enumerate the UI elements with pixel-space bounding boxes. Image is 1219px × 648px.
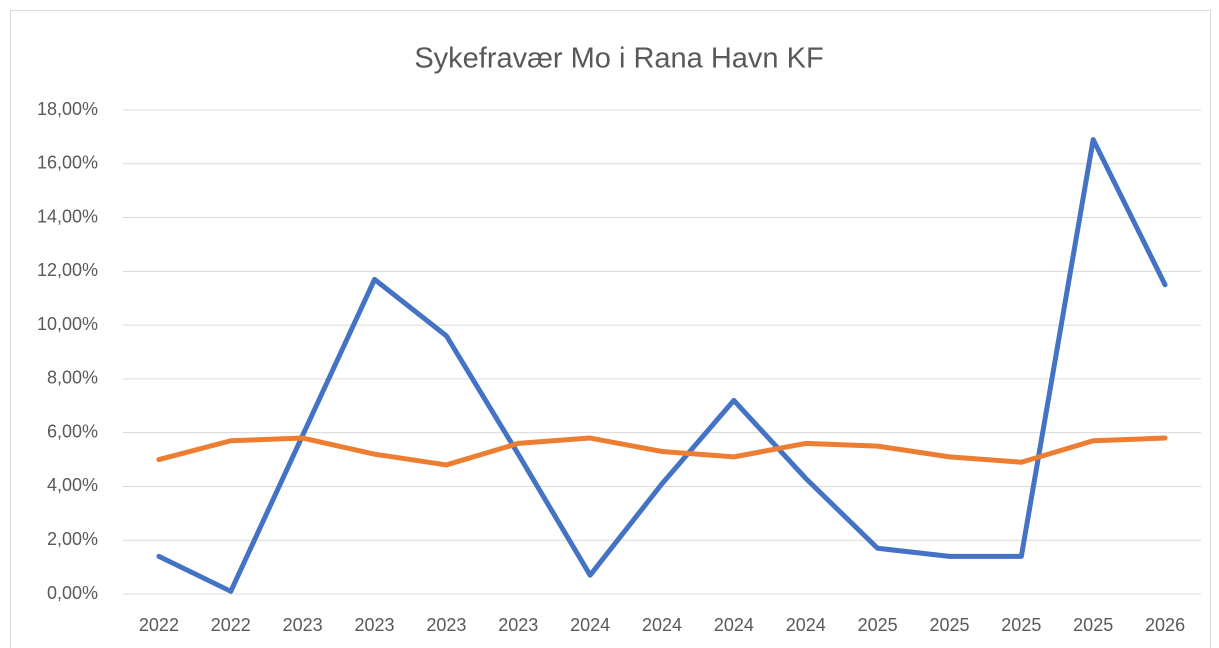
x-tick-label: 2025 bbox=[1001, 615, 1041, 635]
x-tick-label: 2024 bbox=[786, 615, 826, 635]
line-series bbox=[156, 435, 1168, 468]
y-tick-label: 12,00% bbox=[37, 260, 98, 280]
x-tick-label: 2024 bbox=[714, 615, 754, 635]
x-tick-label: 2023 bbox=[283, 615, 323, 635]
y-tick-label: 10,00% bbox=[37, 314, 98, 334]
y-tick-label: 0,00% bbox=[47, 583, 98, 603]
line-series bbox=[156, 137, 1168, 594]
x-tick-label: 2024 bbox=[642, 615, 682, 635]
y-tick-label: 18,00% bbox=[37, 99, 98, 119]
x-tick-label: 2023 bbox=[498, 615, 538, 635]
y-tick-label: 16,00% bbox=[37, 153, 98, 173]
x-tick-label: 2022 bbox=[139, 615, 179, 635]
chart-border bbox=[10, 10, 1211, 648]
x-tick-label: 2026 bbox=[1145, 615, 1185, 635]
y-tick-label: 4,00% bbox=[47, 475, 98, 495]
x-tick-label: 2023 bbox=[355, 615, 395, 635]
y-tick-label: 6,00% bbox=[47, 421, 98, 441]
y-tick-label: 8,00% bbox=[47, 368, 98, 388]
x-tick-label: 2024 bbox=[570, 615, 610, 635]
x-tick-label: 2022 bbox=[211, 615, 251, 635]
x-tick-label: 2025 bbox=[1073, 615, 1113, 635]
chart-title: Sykefravær Mo i Rana Havn KF bbox=[414, 43, 823, 75]
y-tick-label: 2,00% bbox=[47, 529, 98, 549]
x-tick-label: 2025 bbox=[929, 615, 969, 635]
x-tick-label: 2023 bbox=[426, 615, 466, 635]
x-tick-label: 2025 bbox=[858, 615, 898, 635]
y-tick-label: 14,00% bbox=[37, 206, 98, 226]
